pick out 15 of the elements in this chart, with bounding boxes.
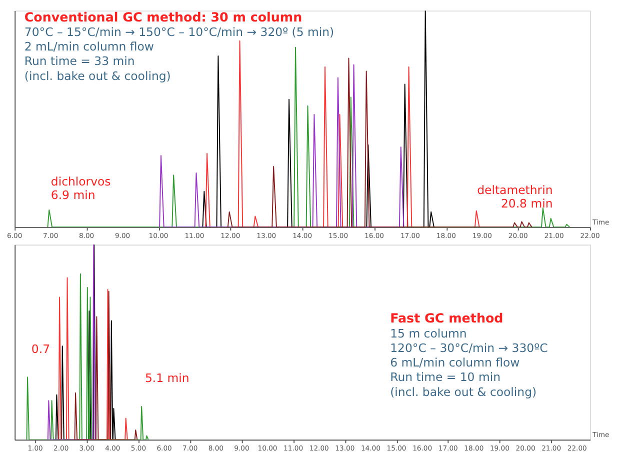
text: 2 mL/min column flow [24,40,154,54]
annotation: 0.7 [31,342,50,356]
annotation: dichlorvos 6.9 min [50,174,111,202]
text: Run time = 10 min [390,370,500,384]
text: (incl. bake out & cooling) [24,68,171,83]
text: (incl. bake out & cooling) [390,384,537,399]
annotation: deltamethrin 20.8 min [477,183,553,211]
text: 120°C – 30°C/min → 330ºC [390,340,548,355]
text: Run time = 33 min [24,54,135,68]
text: 70°C – 15°C/min → 150°C – 10°C/min → 320º (5 min) [24,24,334,39]
annotation: 5.1 min [144,371,190,386]
text: 6 mL/min column flow [390,356,520,370]
chart-title: Conventional GC method: 30 m column [24,9,302,24]
text: Fast GC method [390,310,504,326]
text: 15 m column [390,326,467,340]
